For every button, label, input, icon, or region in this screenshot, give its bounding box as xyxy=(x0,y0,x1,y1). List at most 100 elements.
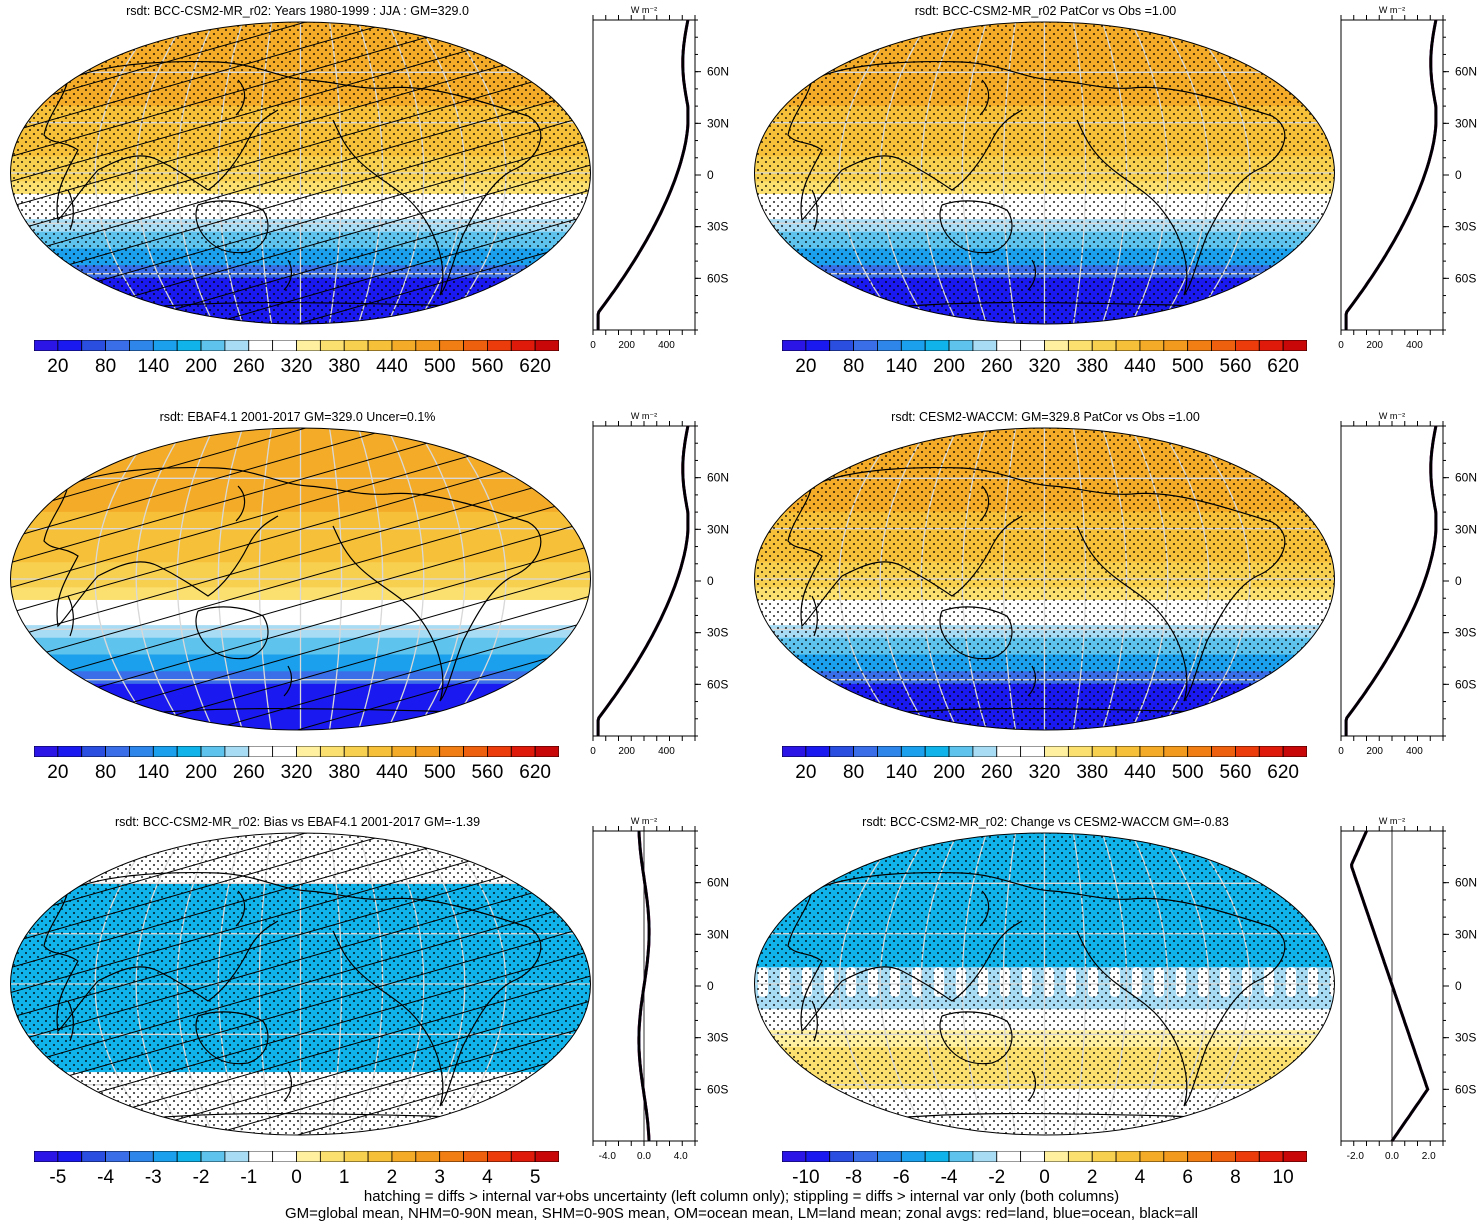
colorbar-tick-label: 500 xyxy=(423,762,456,783)
footer-legend-line-2: GM=global mean, NHM=0-90N mean, SHM=0-90… xyxy=(284,1205,1198,1222)
zonal-mean-plot: W m⁻² 60N 30N 0 30S 60S 0 200 400 xyxy=(590,411,729,757)
zonal-mean-plot: W m⁻² 60N 30N 0 30S 60S 0 200 400 xyxy=(590,5,729,351)
zonal-unit-label: W m⁻² xyxy=(1379,816,1405,826)
colorbar xyxy=(782,340,1307,351)
latitude-label: 30S xyxy=(707,220,728,234)
colorbar-tick-label: -2 xyxy=(988,1167,1006,1188)
colorbar-tick-label: 3 xyxy=(434,1167,445,1188)
colorbar-tick-label: 4 xyxy=(482,1167,493,1188)
latitude-label: 30N xyxy=(1455,522,1477,536)
colorbar-tick-label: 560 xyxy=(1219,356,1252,377)
latitude-label: 0 xyxy=(707,168,714,182)
latitude-label: 60N xyxy=(1455,471,1477,485)
latitude-label: 0 xyxy=(1455,168,1462,182)
colorbar-tick-label: 80 xyxy=(843,356,865,377)
colorbar-tick-label: 200 xyxy=(933,762,965,783)
colorbar-tick-label: 440 xyxy=(376,762,408,783)
latitude-label: 60S xyxy=(1455,677,1476,691)
colorbar-tick-label: 500 xyxy=(1171,356,1204,377)
colorbar-tick-label: 1 xyxy=(338,1167,350,1188)
zonal-unit-label: W m⁻² xyxy=(1379,5,1405,15)
colorbar-tick-label: -3 xyxy=(144,1167,162,1188)
colorbar xyxy=(34,746,559,757)
zonal-mean-plot: W m⁻² 60N 30N 0 30S 60S 0 200 400 xyxy=(1338,411,1477,757)
colorbar-tick-label: -10 xyxy=(792,1167,820,1188)
colorbar-tick-label: 500 xyxy=(1171,762,1204,783)
colorbar-tick-label: 320 xyxy=(1028,762,1061,783)
colorbar xyxy=(782,1151,1307,1162)
colorbar-tick-label: 440 xyxy=(1124,762,1156,783)
latitude-label: 60S xyxy=(1455,271,1476,285)
latitude-label: 60S xyxy=(707,271,728,285)
panel-title: rsdt: BCC-CSM2-MR_r02: Years 1980-1999 :… xyxy=(126,4,469,18)
latitude-label: 60S xyxy=(707,1082,728,1096)
panel-title: rsdt: BCC-CSM2-MR_r02: Change vs CESM2-W… xyxy=(862,815,1229,829)
colorbar-tick-label: 140 xyxy=(137,356,170,377)
colorbar-tick-label: 80 xyxy=(95,356,117,377)
colorbar-tick-label: 260 xyxy=(980,356,1013,377)
zonal-x-tick-label: 0 xyxy=(1338,746,1344,757)
colorbar-tick-label: 320 xyxy=(280,356,313,377)
zonal-mean-plot: W m⁻² 60N 30N 0 30S 60S -4.0 0.0 4.0 xyxy=(592,816,729,1162)
colorbar xyxy=(34,1151,559,1162)
colorbar-tick-label: -5 xyxy=(49,1167,67,1188)
colorbar-tick-label: 620 xyxy=(1267,356,1299,377)
colorbar-labels: 20 80 140 200 260 320 380 440 500 560 620 xyxy=(34,762,559,784)
zonal-x-tick-label: 400 xyxy=(1406,340,1423,351)
zonal-x-tick-label: -4.0 xyxy=(599,1151,617,1162)
latitude-label: 60N xyxy=(1455,876,1477,890)
latitude-label: 30N xyxy=(1455,927,1477,941)
footer-legend-line-1: hatching = diffs > internal var+obs unce… xyxy=(363,1188,1120,1205)
colorbar-labels: 20 80 140 200 260 320 380 440 500 560 620 xyxy=(782,762,1307,784)
colorbar-tick-label: 380 xyxy=(328,762,361,783)
world-map xyxy=(10,832,591,1136)
colorbar-labels: 20 80 140 200 260 320 380 440 500 560 620 xyxy=(782,356,1307,378)
latitude-label: 60S xyxy=(1455,1082,1476,1096)
world-map xyxy=(754,427,1335,731)
world-map xyxy=(10,21,591,325)
colorbar-tick-label: 4 xyxy=(1134,1167,1146,1188)
colorbar-tick-label: 620 xyxy=(519,762,551,783)
panel-title: rsdt: CESM2-WACCM: GM=329.8 PatCor vs Ob… xyxy=(891,410,1200,424)
zonal-x-tick-label: 0.0 xyxy=(637,1151,651,1162)
world-map xyxy=(754,21,1335,325)
colorbar-tick-label: -6 xyxy=(892,1167,910,1188)
zonal-x-tick-label: 400 xyxy=(658,746,675,757)
colorbar-tick-label: 560 xyxy=(471,356,504,377)
colorbar-tick-label: 260 xyxy=(232,356,265,377)
latitude-label: 0 xyxy=(707,979,714,993)
colorbar-labels: -10 -8 -6 -4 -2 0 2 4 6 8 10 xyxy=(782,1167,1307,1189)
zonal-x-tick-label: 4.0 xyxy=(674,1151,688,1162)
zonal-unit-label: W m⁻² xyxy=(631,5,657,15)
colorbar-tick-label: 560 xyxy=(471,762,504,783)
colorbar-tick-label: 380 xyxy=(328,356,361,377)
zonal-x-tick-label: 0 xyxy=(1338,340,1344,351)
colorbar-tick-label: 20 xyxy=(47,356,69,377)
colorbar-tick-label: 320 xyxy=(1028,356,1061,377)
colorbar-tick-label: 20 xyxy=(795,762,817,783)
colorbar-tick-label: -4 xyxy=(940,1167,958,1188)
zonal-unit-label: W m⁻² xyxy=(631,411,657,421)
colorbar-labels: -5 -4 -3 -2 -1 0 1 2 3 4 5 xyxy=(34,1167,559,1189)
latitude-label: 30N xyxy=(707,522,729,536)
colorbar-tick-label: 80 xyxy=(843,762,865,783)
colorbar-tick-label: 380 xyxy=(1076,762,1109,783)
latitude-label: 60N xyxy=(1455,65,1477,79)
colorbar xyxy=(782,746,1307,757)
latitude-label: 60N xyxy=(707,65,729,79)
zonal-x-tick-label: 400 xyxy=(658,340,675,351)
colorbar-tick-label: 440 xyxy=(376,356,408,377)
colorbar-tick-label: 6 xyxy=(1182,1167,1193,1188)
zonal-x-tick-label: 0.0 xyxy=(1385,1151,1399,1162)
colorbar-tick-label: 320 xyxy=(280,762,313,783)
latitude-label: 30S xyxy=(1455,220,1476,234)
latitude-label: 30S xyxy=(707,626,728,640)
colorbar-tick-label: -1 xyxy=(240,1167,258,1188)
zonal-x-tick-label: 200 xyxy=(1366,340,1383,351)
latitude-label: 30N xyxy=(707,927,729,941)
world-map xyxy=(10,427,591,731)
colorbar-tick-label: 8 xyxy=(1230,1167,1241,1188)
colorbar-tick-label: 440 xyxy=(1124,356,1156,377)
latitude-label: 30N xyxy=(1455,116,1477,130)
zonal-unit-label: W m⁻² xyxy=(1379,411,1405,421)
